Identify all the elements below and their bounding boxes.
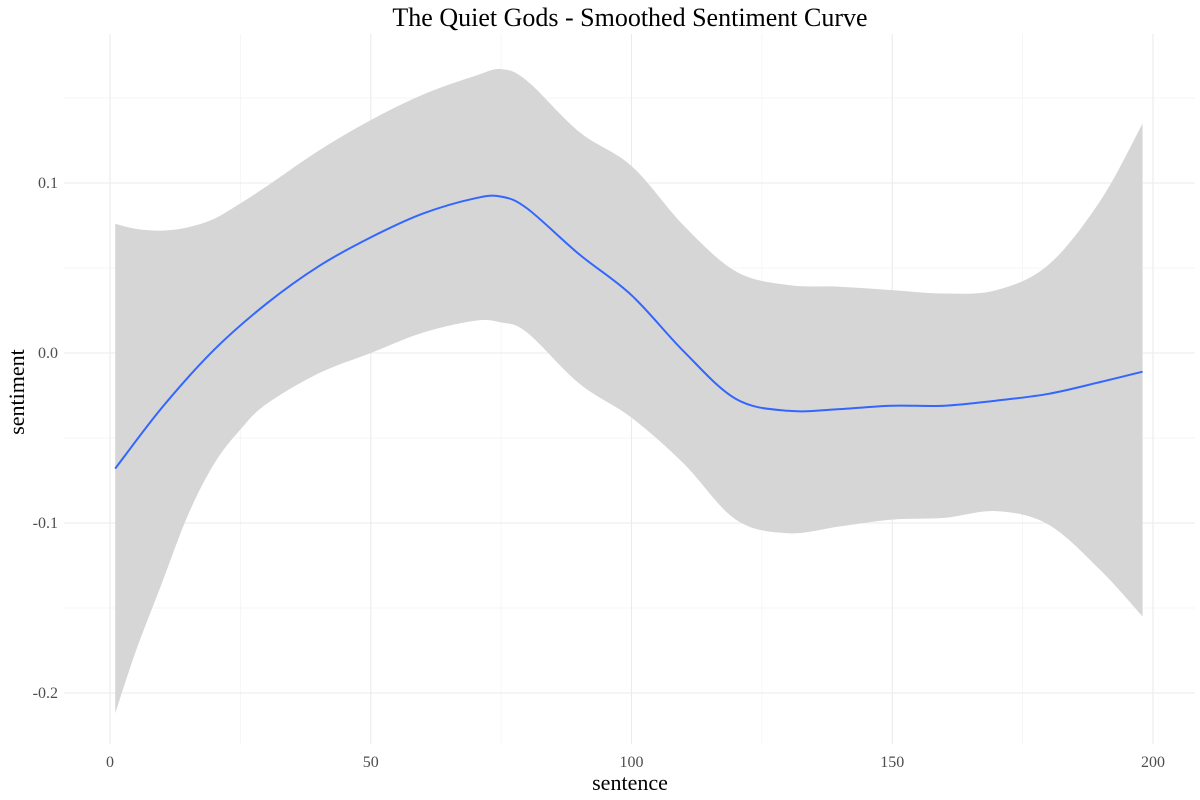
y-tick-label: 0.0 xyxy=(38,345,58,362)
x-tick-labels: 0 50 100 150 200 xyxy=(106,754,1165,771)
x-tick-label: 0 xyxy=(106,754,114,771)
y-tick-label: 0.1 xyxy=(38,175,58,192)
y-axis-title: sentiment xyxy=(4,349,29,435)
smoothed-sentiment-line xyxy=(114,194,1143,470)
x-tick-label: 150 xyxy=(880,754,904,771)
chart-title: The Quiet Gods - Smoothed Sentiment Curv… xyxy=(392,3,867,32)
x-tick-label: 50 xyxy=(363,754,379,771)
x-axis-title: sentence xyxy=(592,770,668,795)
y-tick-label: -0.1 xyxy=(33,515,58,532)
confidence-band xyxy=(115,68,1143,714)
y-tick-label: -0.2 xyxy=(33,685,58,702)
confidence-band-layer xyxy=(115,68,1143,714)
x-tick-label: 200 xyxy=(1141,754,1165,771)
y-tick-labels: -0.2 -0.1 0.0 0.1 xyxy=(33,175,58,702)
smoothed-line-layer xyxy=(114,194,1143,470)
x-tick-label: 100 xyxy=(620,754,644,771)
